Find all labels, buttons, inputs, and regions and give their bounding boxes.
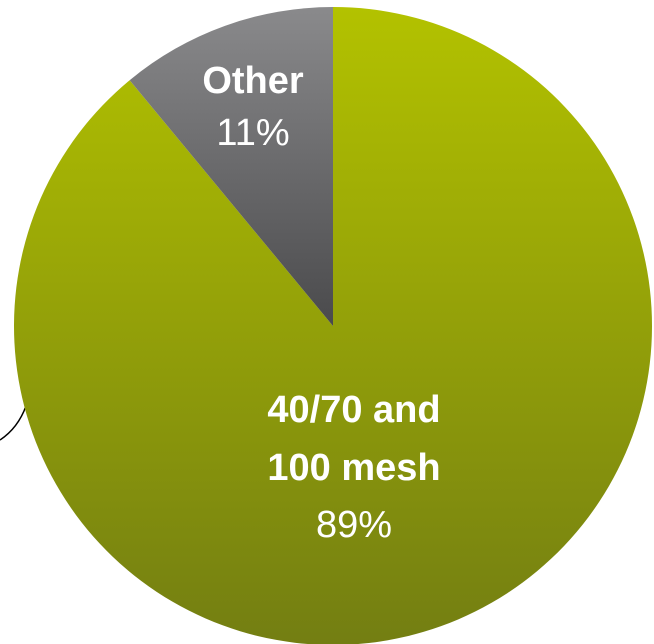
slice-value-other: 11% [216, 112, 289, 154]
slice-label-other: Other [202, 60, 304, 102]
leader-line [0, 405, 27, 441]
slice-label-main-line1: 40/70 and [267, 389, 440, 431]
slice-main [14, 7, 652, 644]
slice-other [129, 7, 333, 326]
slice-value-main: 89% [316, 504, 392, 546]
slice-label-main-line2: 100 mesh [267, 447, 440, 489]
pie-slices [14, 7, 652, 644]
